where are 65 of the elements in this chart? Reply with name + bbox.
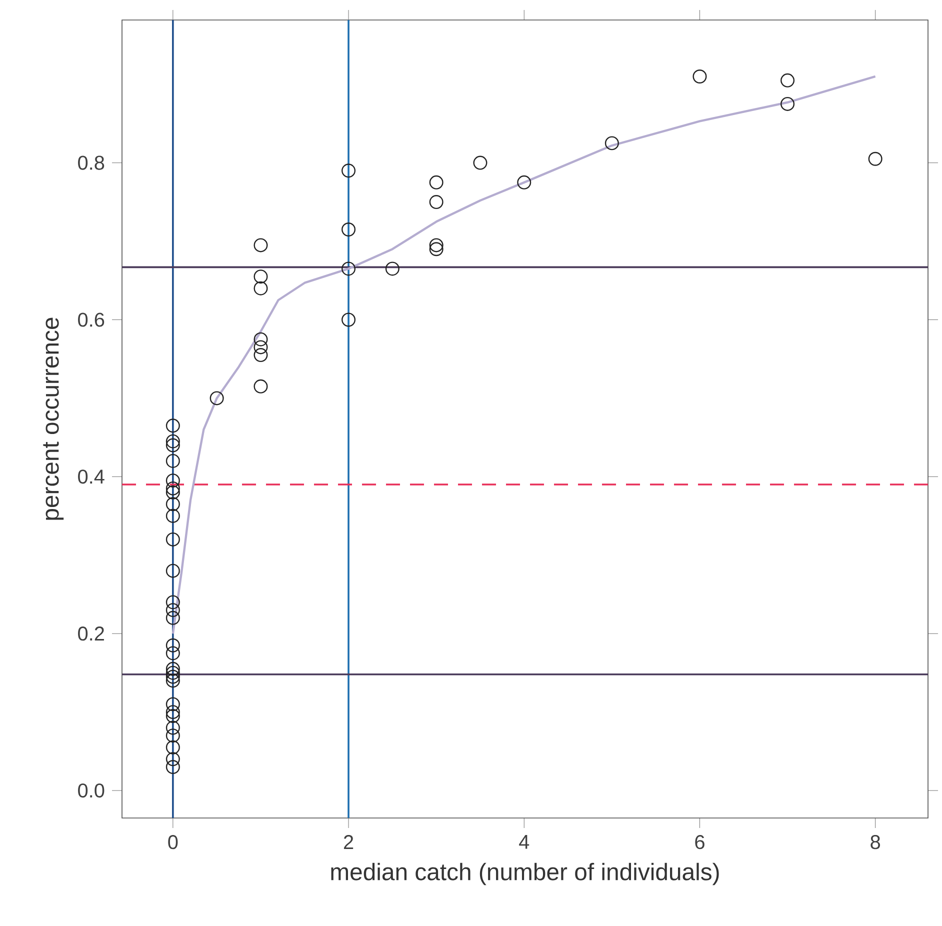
point: [254, 340, 268, 354]
y-tick-label: 0.4: [78, 470, 104, 484]
point: [166, 610, 180, 625]
point: [210, 391, 224, 406]
point: [254, 281, 268, 296]
line-series: [172, 75, 876, 635]
point: [166, 454, 180, 468]
point: [166, 438, 180, 452]
point: [342, 164, 356, 178]
x-tick-label: 2: [344, 835, 354, 849]
point: [166, 434, 180, 448]
point: [868, 152, 882, 166]
point: [166, 418, 180, 433]
point: [342, 222, 356, 236]
point: [692, 69, 707, 84]
point: [429, 195, 444, 210]
point: [166, 595, 180, 610]
point: [780, 73, 795, 88]
point: [166, 740, 180, 754]
point: [166, 481, 180, 496]
point: [166, 666, 180, 680]
point: [166, 564, 180, 578]
point: [166, 670, 180, 684]
point: [166, 662, 180, 676]
point: [166, 720, 180, 735]
y-axis-title: percent occurrence: [43, 318, 64, 520]
point: [166, 474, 180, 488]
point: [166, 705, 180, 720]
y-tick-label: 0.2: [78, 626, 104, 641]
point: [166, 485, 180, 500]
point: [342, 262, 356, 276]
point: [166, 697, 180, 712]
point: [254, 332, 268, 346]
y-tick-label: 0.6: [78, 312, 104, 327]
point: [385, 262, 400, 276]
point: [166, 752, 180, 766]
point: [342, 312, 356, 327]
point: [166, 760, 180, 774]
point: [254, 270, 268, 284]
point: [166, 674, 180, 688]
y-tick-label: 0.8: [78, 156, 104, 170]
point: [780, 96, 795, 111]
point: [429, 238, 444, 252]
point: [429, 242, 444, 256]
point: [166, 638, 180, 652]
x-tick-label: 6: [695, 835, 704, 850]
point: [166, 497, 180, 512]
point: [166, 532, 180, 546]
x-tick-label: 0: [168, 835, 178, 850]
point: [166, 708, 180, 723]
point: [166, 728, 180, 743]
point: [166, 646, 180, 660]
point: [604, 136, 619, 150]
x-axis-title: median catch (number of individuals): [331, 862, 719, 886]
x-tick-label: 8: [870, 835, 880, 850]
point: [254, 238, 268, 252]
point: [254, 379, 268, 394]
y-tick-label: 0.0: [78, 783, 104, 798]
point: [517, 175, 532, 190]
point: [254, 348, 268, 362]
point: [166, 508, 180, 523]
x-tick-label: 4: [519, 835, 530, 849]
point: [473, 156, 488, 170]
point: [166, 603, 180, 618]
point: [429, 175, 444, 190]
